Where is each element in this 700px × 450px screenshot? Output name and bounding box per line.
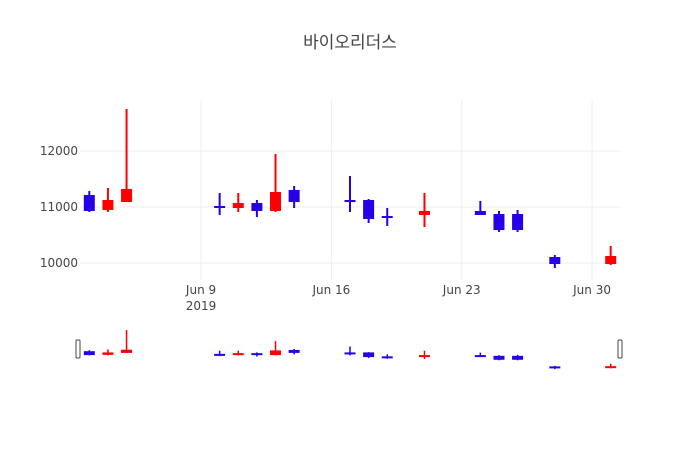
candle[interactable] [270,154,282,212]
y-tick-label: 12000 [40,144,78,158]
slider-candle [512,354,524,361]
candle-body [270,191,282,211]
x-tick-label: Jun 23 [442,283,481,297]
candle[interactable] [363,198,375,224]
slider-candle [83,350,95,356]
slider-candle [270,341,282,356]
candle-body [251,203,263,211]
candle-body [288,189,300,203]
x-tick-label: Jun 9 [185,283,216,297]
x-tick-year-label: 2019 [186,299,217,313]
candle-body [344,200,356,203]
candle[interactable] [344,175,356,212]
candle[interactable] [232,193,244,212]
slider-candle [474,352,486,358]
candle[interactable] [418,193,430,227]
range-slider-left-handle[interactable] [75,339,81,359]
slider-candle [232,350,244,356]
y-tick-label: 11000 [40,200,78,214]
candle-body [418,210,430,216]
plot-area[interactable] [83,109,617,268]
candle[interactable] [493,210,505,232]
x-axis: Jun 9 2019 Jun 16 Jun 23 Jun 30 [185,283,611,313]
candle[interactable] [214,193,226,216]
range-slider-right-handle[interactable] [617,339,623,359]
x-tick-label: Jun 16 [311,283,350,297]
candle[interactable] [251,200,263,218]
candle-body [549,257,561,265]
slider-candle [102,349,114,356]
candle-body [605,256,617,265]
slider-candle [288,348,300,355]
gridlines [80,100,620,280]
candle[interactable] [381,208,393,226]
candle[interactable] [512,210,524,232]
slider-candle [549,365,561,370]
candle[interactable] [288,186,300,209]
candle[interactable] [121,109,133,203]
slider-candle [121,330,133,353]
candle-body [381,216,393,219]
candle[interactable] [549,254,561,268]
candle-body [363,200,375,219]
candle-body [493,214,505,231]
candle-body [512,214,524,231]
slider-candle [251,352,263,357]
chart-title: 바이오리더스 [303,33,397,53]
slider-candle [344,346,356,356]
candle[interactable] [605,245,617,266]
y-tick-label: 10000 [40,256,78,270]
x-tick-label: Jun 30 [572,283,611,297]
slider-candle [605,363,617,369]
candle-body [102,200,114,211]
candle-body [214,205,226,209]
slider-candle [418,350,430,360]
candle[interactable] [102,188,114,212]
range-slider[interactable] [75,330,623,370]
candle[interactable] [474,201,486,216]
slider-candle [214,350,226,357]
slider-candle [493,355,505,361]
candle-body [121,189,133,203]
candle[interactable] [83,190,95,212]
candle-body [83,195,95,211]
slider-candle [363,352,375,359]
candle-body [474,210,486,216]
candle-body [232,203,244,209]
y-axis: 10000 11000 12000 [40,144,78,270]
slider-candle [381,354,393,359]
